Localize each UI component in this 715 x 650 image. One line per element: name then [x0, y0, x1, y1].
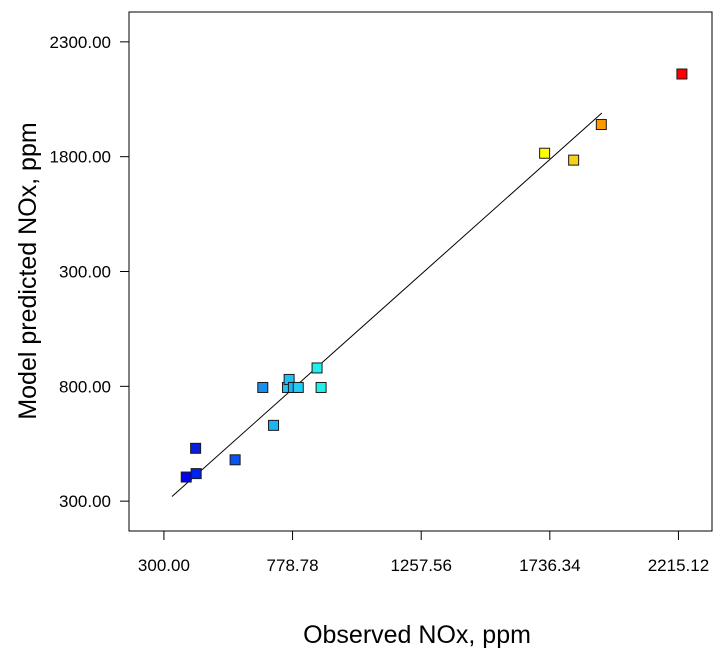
data-points	[180, 68, 688, 483]
data-point-4	[257, 381, 269, 393]
data-point-15	[676, 68, 688, 80]
fit-line-layer	[171, 112, 603, 497]
x-tick-label-1: 778.78	[267, 556, 319, 575]
y-tick-label-1: 800.00	[59, 377, 111, 396]
data-point-11	[315, 381, 327, 393]
y-tick-label-3: 1800.00	[50, 148, 111, 167]
y-tick-label-2: 300.00	[59, 263, 111, 282]
fit-line	[171, 112, 603, 497]
x-tick-label-3: 1736.34	[519, 556, 580, 575]
data-point-1	[190, 468, 202, 480]
data-point-10	[311, 362, 323, 374]
data-point-2	[190, 442, 202, 454]
data-point-13	[568, 154, 580, 166]
y-tick-label-0: 300.00	[59, 492, 111, 511]
x-tick-label-4: 2215.12	[648, 556, 709, 575]
x-tick-label-0: 300.00	[138, 556, 190, 575]
y-axis-title: Model predicted NOx, ppm	[14, 122, 42, 419]
x-axis: 300.00 778.78 1257.56 1736.34 2215.12	[138, 531, 709, 575]
x-axis-title: Observed NOx, ppm	[303, 621, 531, 649]
data-point-3	[229, 454, 241, 466]
y-tick-label-4: 2300.00	[50, 33, 111, 52]
data-point-14	[595, 119, 607, 131]
data-point-9	[292, 381, 304, 393]
x-tick-label-2: 1257.56	[390, 556, 451, 575]
plot-area-frame	[128, 11, 713, 532]
y-axis: 300.00 800.00 300.00 1800.00 2300.00	[50, 33, 129, 511]
data-point-0	[180, 471, 192, 483]
data-point-12	[539, 147, 551, 159]
data-point-5	[268, 419, 280, 431]
